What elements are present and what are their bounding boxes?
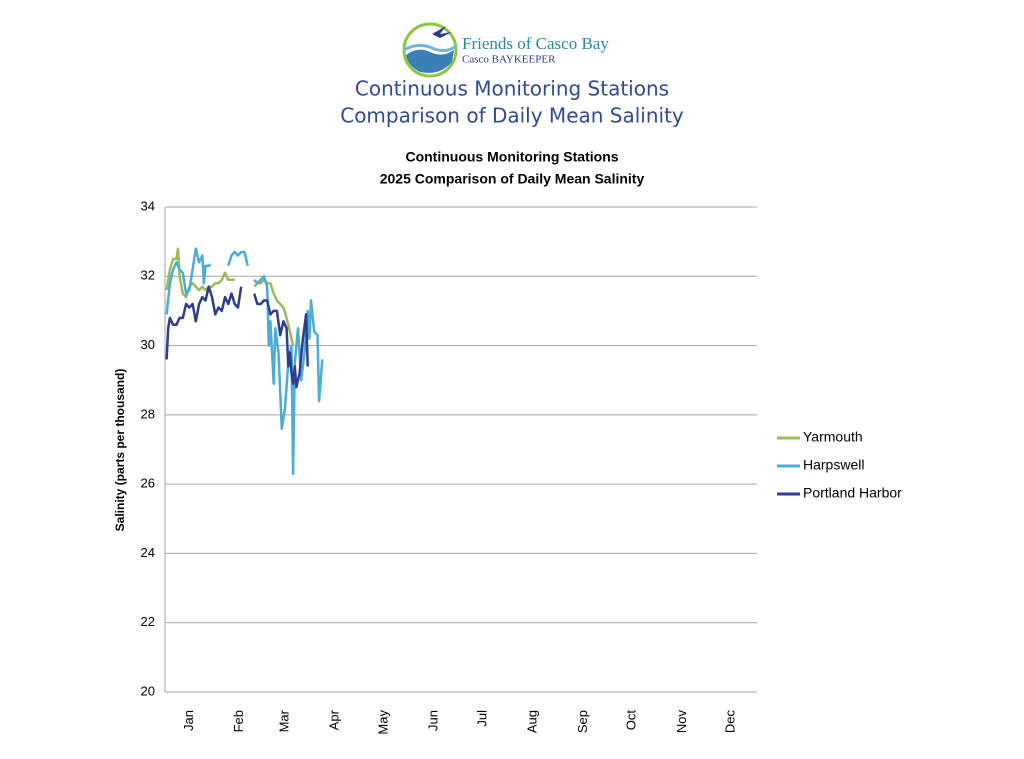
x-tick-label: Oct: [624, 710, 639, 731]
y-tick-label: 22: [141, 614, 155, 629]
chart-title: Continuous Monitoring Stations: [405, 149, 618, 165]
y-tick-label: 20: [141, 683, 155, 698]
x-tick-label: Nov: [674, 710, 689, 734]
logo-text: Friends of Casco Bay: [462, 34, 609, 53]
series-line: [165, 285, 309, 389]
chart-subtitle: 2025 Comparison of Daily Mean Salinity: [380, 171, 645, 187]
y-tick-label: 28: [141, 406, 155, 421]
logo-subtext: Casco BAYKEEPER: [462, 54, 556, 66]
x-tick-label: Mar: [276, 709, 291, 732]
series-line: [165, 247, 324, 476]
x-tick-label: Jun: [426, 710, 441, 731]
y-tick-label: 30: [141, 337, 155, 352]
y-tick-label: 24: [141, 545, 155, 560]
x-tick-label: May: [375, 710, 390, 735]
y-tick-label: 32: [141, 268, 155, 283]
legend-label: Harpswell: [803, 457, 864, 473]
x-tick-label: Jul: [474, 710, 489, 727]
logo-bird: [432, 26, 452, 38]
legend-label: Yarmouth: [803, 429, 863, 445]
logo: Friends of Casco Bay Casco BAYKEEPER: [402, 22, 609, 78]
series-line: [165, 247, 295, 346]
legend-label: Portland Harbor: [803, 485, 902, 501]
logo-wave-line: [403, 43, 457, 53]
x-tick-label: Sep: [575, 710, 590, 733]
x-tick-label: Apr: [327, 709, 342, 730]
x-tick-label: Feb: [231, 710, 246, 732]
heading-line: Comparison of Daily Mean Salinity: [340, 104, 684, 128]
heading-line: Continuous Monitoring Stations: [355, 77, 669, 101]
x-tick-label: Aug: [525, 710, 540, 733]
x-tick-label: Jan: [181, 710, 196, 731]
y-tick-label: 34: [141, 198, 155, 213]
y-tick-label: 26: [141, 476, 155, 491]
logo-wave: [406, 49, 454, 73]
x-tick-label: Dec: [722, 710, 737, 734]
y-axis-label: Salinity (parts per thousand): [113, 369, 127, 532]
